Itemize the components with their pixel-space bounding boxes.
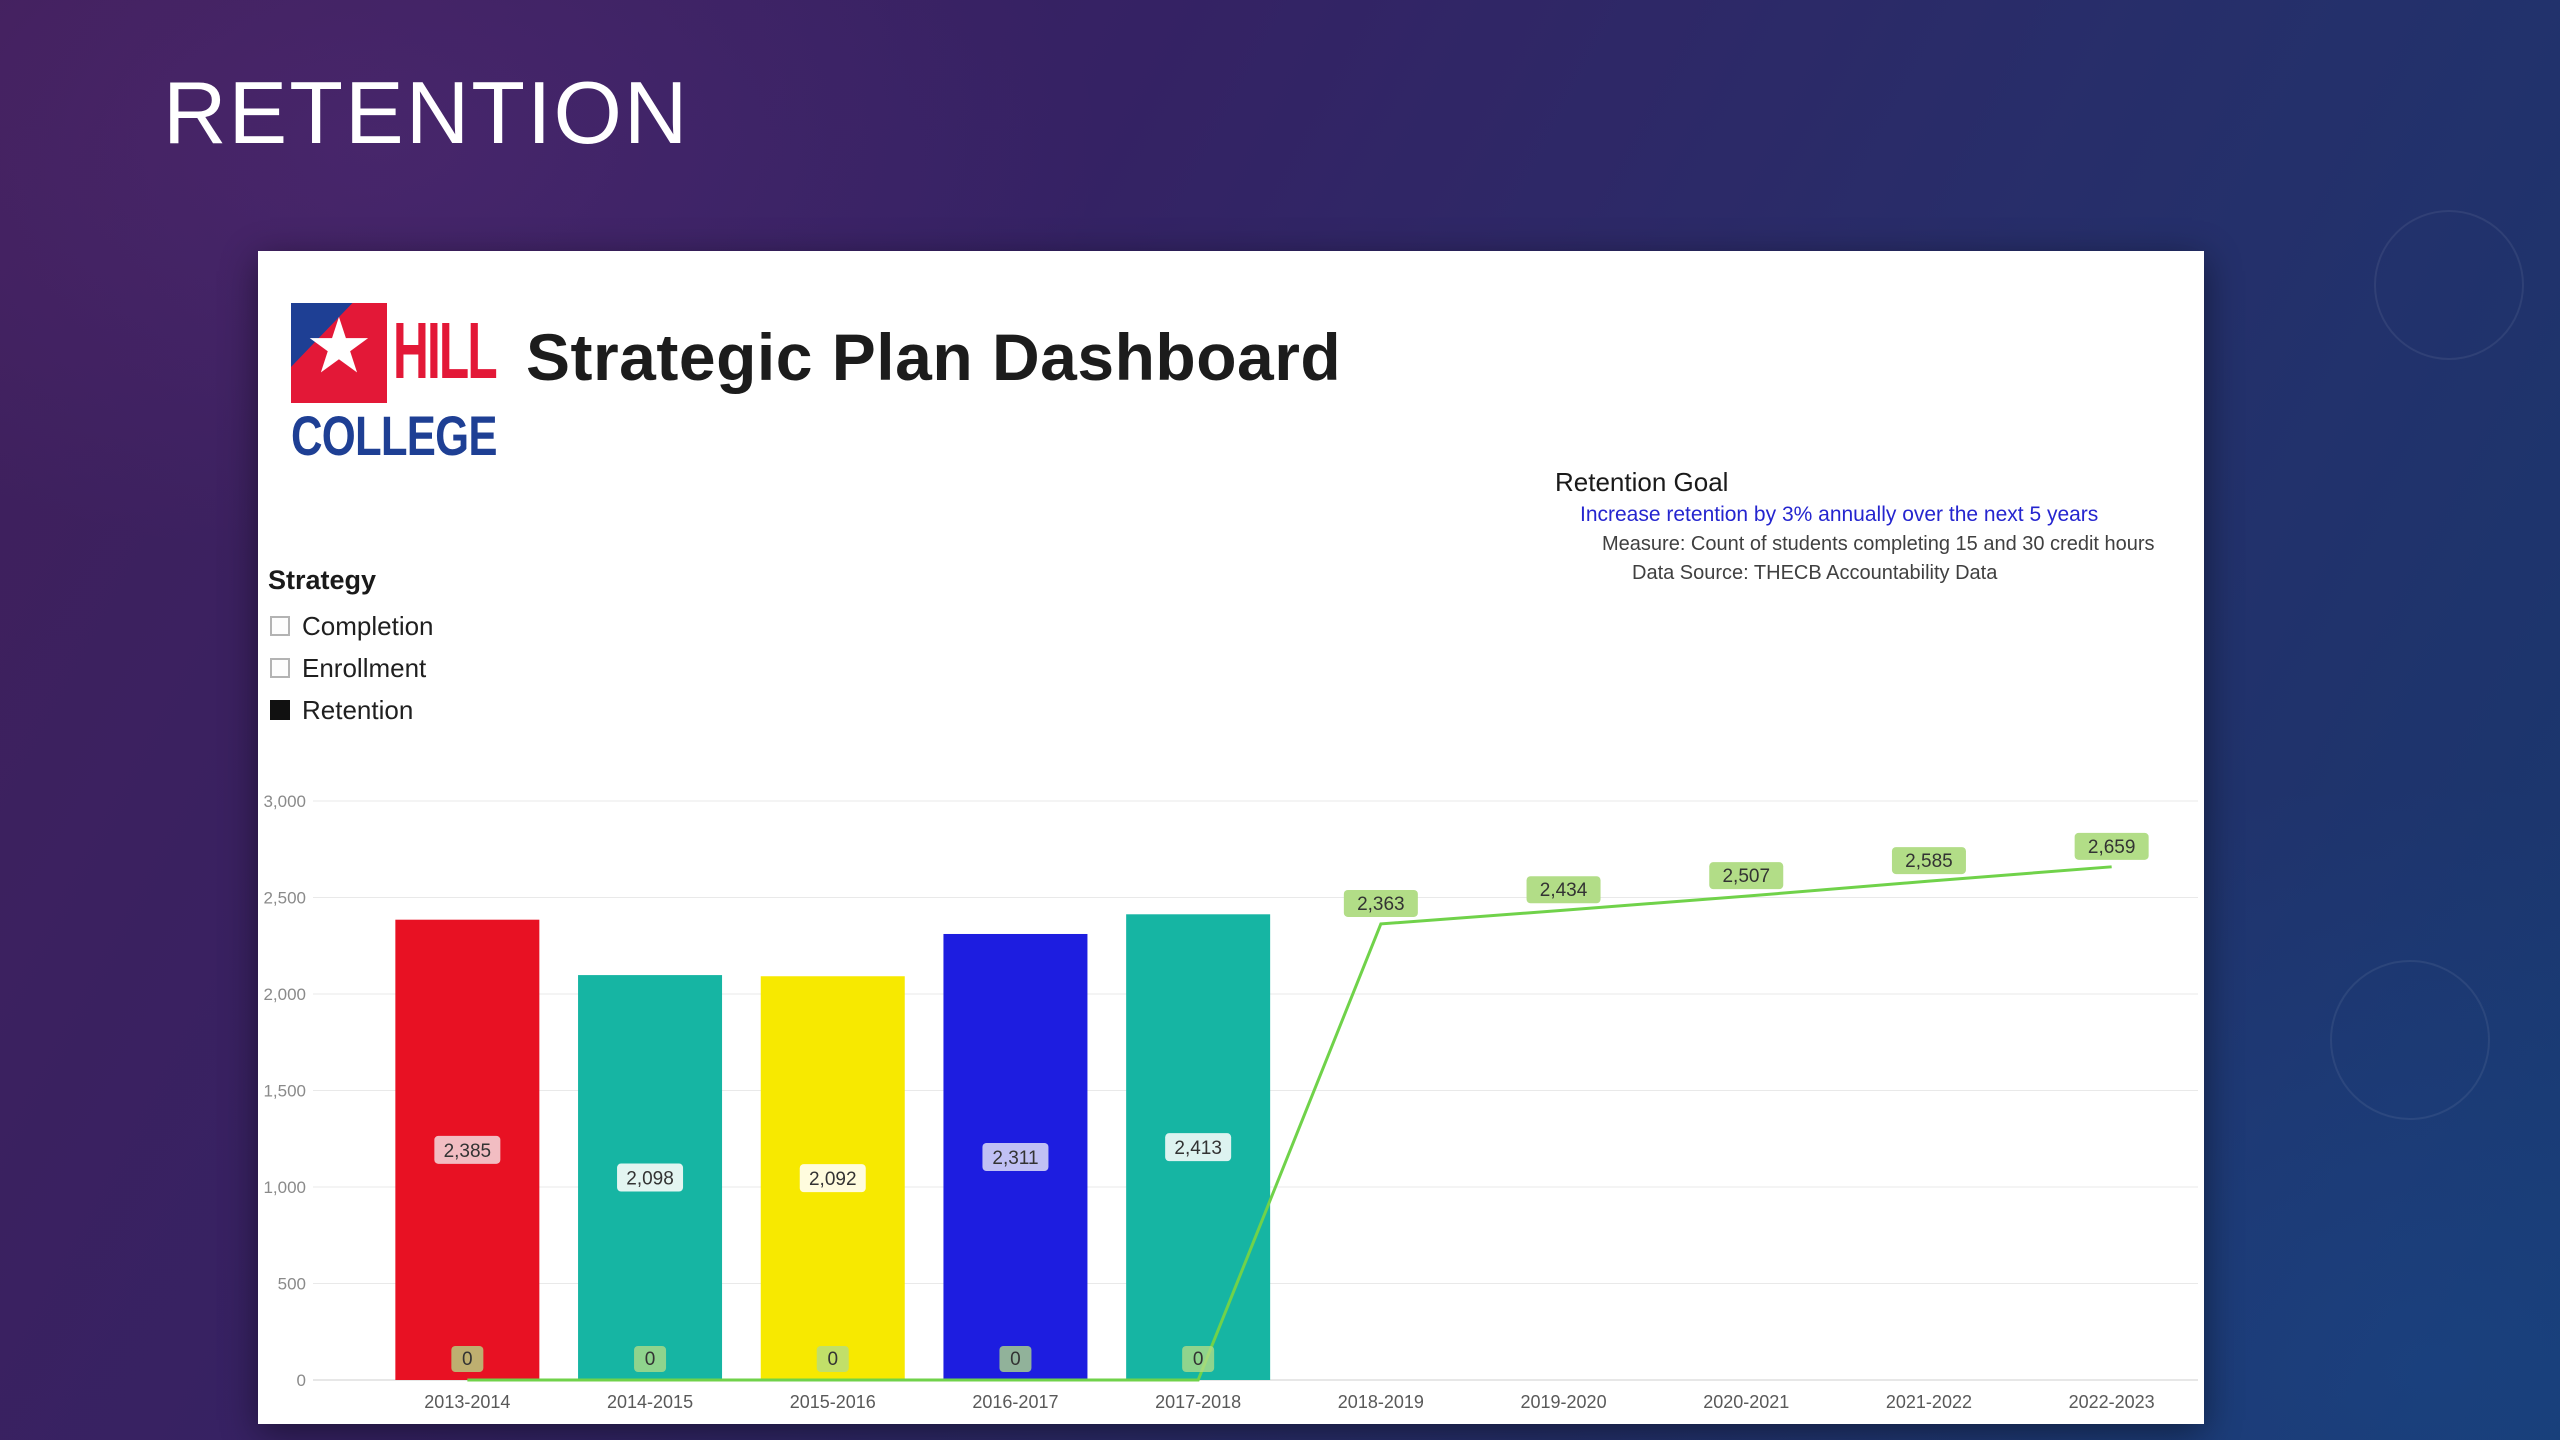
decorative-circle xyxy=(2374,210,2524,360)
strategy-option-label: Retention xyxy=(302,694,414,725)
bar-label-bg xyxy=(982,1142,1049,1171)
bar-label-bg xyxy=(617,1163,684,1192)
goal-label-bg xyxy=(634,1346,667,1372)
x-axis-tick: 2019-2020 xyxy=(1521,1392,1607,1412)
x-axis-tick: 2013-2014 xyxy=(424,1392,510,1412)
goal-label: 0 xyxy=(827,1349,838,1370)
slide-title: RETENTION xyxy=(163,63,690,162)
x-axis-tick: 2016-2017 xyxy=(972,1392,1058,1412)
goal-label: 2,507 xyxy=(1722,866,1770,887)
goal-label-bg xyxy=(1526,876,1601,904)
y-axis-tick: 0 xyxy=(297,1371,306,1390)
retention-goal-statement: Increase retention by 3% annually over t… xyxy=(1580,503,2099,526)
logo-top-row: ★ HILL xyxy=(291,303,521,403)
checkbox-icon[interactable] xyxy=(270,700,290,720)
retention-goal-source: Data Source: THECB Accountability Data xyxy=(1632,562,1998,584)
x-axis-tick: 2021-2022 xyxy=(1886,1392,1972,1412)
strategy-option-completion[interactable]: Completion xyxy=(270,611,434,641)
retention-goal-measure: Measure: Count of students completing 15… xyxy=(1602,533,2155,555)
bar-label: 2,311 xyxy=(992,1148,1038,1169)
goal-label-bg xyxy=(1182,1346,1215,1372)
goal-label: 0 xyxy=(645,1349,656,1370)
bar-label: 2,098 xyxy=(626,1169,674,1190)
goal-label: 0 xyxy=(1010,1349,1021,1370)
strategy-option-retention[interactable]: Retention xyxy=(270,695,434,725)
goal-label: 2,434 xyxy=(1540,880,1588,901)
goal-line xyxy=(467,865,2112,1382)
y-axis-tick: 1,000 xyxy=(263,1178,306,1197)
goal-label: 2,363 xyxy=(1357,894,1405,915)
y-axis-tick: 3,000 xyxy=(263,792,306,811)
star-icon: ★ xyxy=(304,304,374,389)
strategy-filter-title: Strategy xyxy=(268,565,377,595)
x-axis-tick: 2018-2019 xyxy=(1338,1392,1424,1412)
y-axis-tick: 2,500 xyxy=(263,889,306,908)
y-axis-tick: 1,500 xyxy=(263,1082,306,1101)
goal-label: 2,659 xyxy=(2088,837,2136,858)
bar-label: 2,092 xyxy=(809,1169,857,1190)
bar-label-bg xyxy=(799,1164,866,1193)
bar-label-bg xyxy=(1165,1133,1232,1162)
checkbox-icon[interactable] xyxy=(270,658,290,678)
bar-label: 2,385 xyxy=(444,1141,492,1162)
y-axis-tick: 500 xyxy=(278,1275,306,1294)
strategy-filter: Completion Enrollment Retention xyxy=(270,611,434,737)
goal-label-bg xyxy=(1343,889,1418,917)
goal-label-bg xyxy=(816,1346,849,1372)
logo-text-hill: HILL xyxy=(393,306,498,395)
checkbox-icon[interactable] xyxy=(270,616,290,636)
goal-label-bg xyxy=(451,1346,484,1372)
goal-label-bg xyxy=(1891,847,1966,875)
goal-label: 2,585 xyxy=(1905,851,1953,872)
hill-college-logo: ★ HILL COLLEGE xyxy=(291,303,521,465)
x-axis-tick: 2017-2018 xyxy=(1155,1392,1241,1412)
bar-label: 2,413 xyxy=(1174,1138,1222,1159)
goal-label-bg xyxy=(1709,862,1784,890)
bar-label-bg xyxy=(434,1135,501,1164)
goal-label-bg xyxy=(2074,832,2149,860)
logo-flag-emblem: ★ xyxy=(291,303,387,403)
strategy-option-label: Completion xyxy=(302,610,434,641)
retention-goal-heading: Retention Goal xyxy=(1555,467,1729,497)
x-axis-tick: 2014-2015 xyxy=(607,1392,693,1412)
strategy-option-label: Enrollment xyxy=(302,652,427,683)
x-axis-tick: 2022-2023 xyxy=(2069,1392,2155,1412)
strategy-option-enrollment[interactable]: Enrollment xyxy=(270,653,434,683)
y-axis-tick: 2,000 xyxy=(263,985,306,1004)
dashboard-title: Strategic Plan Dashboard xyxy=(526,320,1342,394)
decorative-circle xyxy=(2330,960,2490,1120)
retention-combo-chart: 0 500 1,000 1,500 2,000 2,500 3,000 2013-2014 20… xyxy=(263,792,2198,1412)
dashboard-panel: ★ HILL COLLEGE Strategic Plan Dashboard … xyxy=(258,251,2204,1424)
goal-label: 0 xyxy=(462,1349,473,1370)
x-axis-tick: 2020-2021 xyxy=(1703,1392,1789,1412)
x-axis-tick: 2015-2016 xyxy=(790,1392,876,1412)
goal-label-bg xyxy=(999,1346,1032,1372)
goal-label: 0 xyxy=(1193,1349,1204,1370)
logo-text-college: COLLEGE xyxy=(291,404,497,467)
